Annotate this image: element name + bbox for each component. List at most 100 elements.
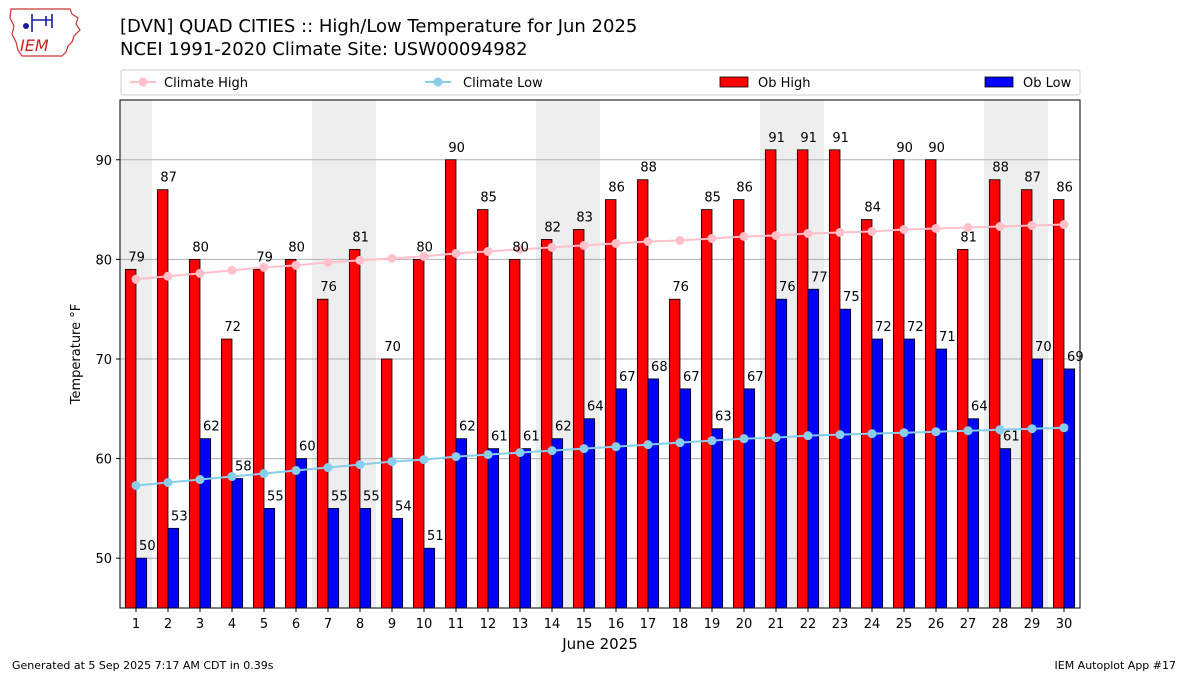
climate-low-point-3 (195, 475, 205, 485)
ob-low-label-12: 61 (491, 430, 508, 445)
y-gridlines (120, 159, 1080, 559)
ob-high-bar-1 (124, 268, 137, 609)
climate-high-point-8 (355, 255, 365, 265)
ob-high-label-27: 81 (960, 230, 977, 245)
ob-low-bar-27 (967, 418, 980, 609)
climate-high-point-10 (419, 251, 429, 261)
ob-high-label-17: 88 (640, 161, 657, 176)
ob-low-label-2: 53 (171, 509, 188, 524)
ob-high-label-10: 80 (416, 240, 433, 255)
climate-low-point-2 (163, 477, 173, 487)
ob-low-label-24: 72 (875, 320, 892, 335)
ob-low-label-15: 64 (587, 400, 604, 415)
climate-high-point-30 (1059, 220, 1069, 230)
ob-low-label-9: 54 (395, 499, 412, 514)
ob-low-label-10: 51 (427, 529, 444, 544)
ob-low-label-19: 63 (715, 410, 732, 425)
climate-low-point-30 (1059, 423, 1069, 433)
ob-high-bar-29 (1020, 189, 1033, 609)
xtick-label-20: 20 (736, 617, 753, 632)
xtick-label-18: 18 (672, 617, 689, 632)
y-axis-ticks: 50 60 70 80 90 (95, 154, 120, 567)
climate-high-point-9 (387, 253, 397, 263)
climate-low-point-6 (291, 466, 301, 476)
ob-low-bar-26 (935, 348, 948, 609)
ob-high-bar-13 (508, 258, 521, 609)
climate-low-point-28 (995, 425, 1005, 435)
climate-low-point-9 (387, 457, 397, 467)
xtick-label-9: 9 (388, 617, 396, 632)
climate-low-point-25 (899, 428, 909, 438)
ob-low-label-18: 67 (683, 370, 700, 385)
climate-high-point-13 (515, 244, 525, 254)
chart-subtitle: NCEI 1991-2020 Climate Site: USW00094982 (120, 39, 528, 60)
climate-high-point-21 (771, 230, 781, 240)
ob-low-label-27: 64 (971, 400, 988, 415)
climate-low-point-10 (419, 455, 429, 465)
climate-high-point-1 (131, 274, 141, 284)
climate-low-point-5 (259, 469, 269, 479)
ob-high-label-29: 87 (1024, 171, 1041, 186)
climate-high-point-17 (643, 236, 653, 246)
climate-low-point-19 (707, 436, 717, 446)
ob-high-label-8: 81 (352, 230, 369, 245)
climate-high-line (135, 223, 1065, 281)
climate-high-point-15 (579, 240, 589, 250)
climate-low-point-23 (835, 430, 845, 440)
ob-low-bar-7 (327, 507, 340, 609)
ob-high-bar-19 (700, 209, 713, 609)
ob-high-bar-10 (412, 258, 425, 609)
xtick-label-22: 22 (800, 617, 817, 632)
app-label: IEM Autoplot App #17 (1054, 659, 1177, 672)
plot-frame (119, 99, 1081, 609)
ob-low-bar-16 (615, 388, 628, 609)
xtick-label-12: 12 (480, 617, 497, 632)
legend-frame (120, 69, 1081, 96)
ob-low-bar-22 (807, 288, 820, 609)
climate-high-point-18 (675, 235, 685, 245)
ob-high-label-25: 90 (896, 141, 913, 156)
ob-low-label-17: 68 (651, 360, 668, 375)
ob-low-label-25: 72 (907, 320, 924, 335)
climate-low-point-4 (227, 472, 237, 482)
ob-low-label-3: 62 (203, 420, 220, 435)
xtick-label-15: 15 (576, 617, 593, 632)
climate-high-point-7 (323, 257, 333, 267)
ob-low-bar-17 (647, 378, 660, 609)
climate-low-point-21 (771, 433, 781, 443)
ob-low-label-13: 61 (523, 430, 540, 445)
svg-text:Climate High: Climate High (164, 76, 248, 91)
xtick-label-28: 28 (992, 617, 1009, 632)
ob-low-label-21: 76 (779, 280, 796, 295)
x-axis-ticks: 1 2 3 4 5 6 7 8 9 10 11 12 13 14 15 16 17 18 19 20 21 22 23 24 2… (132, 608, 1072, 632)
climate-high-point-28 (995, 222, 1005, 232)
climate-high-point-3 (195, 268, 205, 278)
climate-high-point-16 (611, 238, 621, 248)
ob-high-bar-14 (540, 239, 553, 609)
ob-low-label-28: 61 (1003, 430, 1020, 445)
ob-high-bar-23 (828, 149, 841, 609)
ytick-label-60: 60 (95, 453, 112, 468)
climate-low-point-14 (547, 446, 557, 456)
climate-low-point-8 (355, 460, 365, 470)
legend-item-ob-low: Ob Low (984, 76, 1072, 91)
ob-low-label-11: 62 (459, 420, 476, 435)
ob-low-label-14: 62 (555, 420, 572, 435)
ytick-label-90: 90 (95, 154, 112, 169)
ob-low-label-20: 67 (747, 370, 764, 385)
ob-high-label-14: 82 (544, 220, 561, 235)
ob-high-bar-30 (1052, 199, 1065, 609)
climate-low-point-17 (643, 440, 653, 450)
climate-low-point-1 (131, 480, 141, 490)
xtick-label-10: 10 (416, 617, 433, 632)
climate-lines (131, 220, 1069, 490)
ob-low-label-5: 55 (267, 489, 284, 504)
xtick-label-4: 4 (228, 617, 236, 632)
ob-high-bar-6 (284, 258, 297, 609)
climate-low-point-27 (963, 426, 973, 436)
xtick-label-1: 1 (132, 617, 140, 632)
ob-high-label-1: 79 (128, 250, 145, 265)
ob-low-bar-23 (839, 308, 852, 609)
ob-low-label-29: 70 (1035, 340, 1052, 355)
